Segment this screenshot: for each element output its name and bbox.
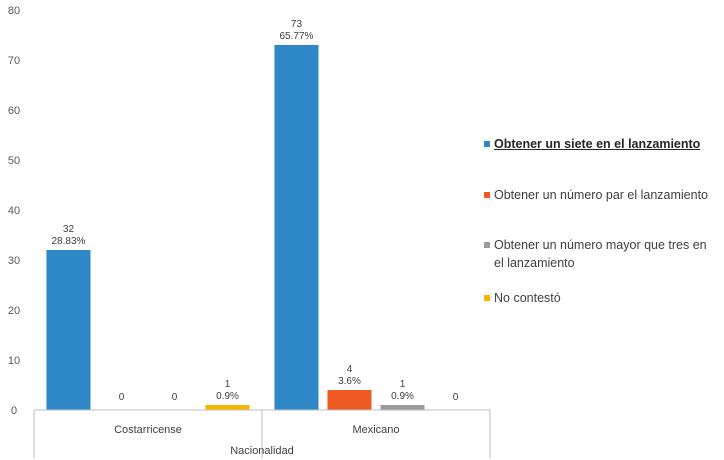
data-label: 1 xyxy=(225,379,231,390)
y-tick-label: 70 xyxy=(8,55,20,67)
legend-swatch xyxy=(484,242,490,248)
bar xyxy=(46,250,91,410)
legend-swatch xyxy=(484,141,490,147)
legend-swatch xyxy=(484,192,490,198)
data-label: 73 xyxy=(291,19,303,30)
y-tick-label: 60 xyxy=(8,105,20,117)
y-tick-label: 0 xyxy=(11,405,17,417)
y-tick-label: 10 xyxy=(8,355,20,367)
y-tick-label: 40 xyxy=(8,205,20,217)
data-label: 0 xyxy=(453,392,459,403)
legend-item-mayor-tres[interactable]: Obtener un número mayor que tres en el l… xyxy=(484,236,719,272)
bars-group xyxy=(46,45,425,410)
category-label: Mexicano xyxy=(352,424,399,436)
y-tick-label: 50 xyxy=(8,155,20,167)
y-tick-label: 80 xyxy=(8,5,20,17)
data-label: 0 xyxy=(119,392,125,403)
y-tick-label: 30 xyxy=(8,255,20,267)
legend-item-no-contesto[interactable]: No contestó xyxy=(484,289,719,307)
bar xyxy=(380,405,425,410)
legend-swatch xyxy=(484,295,490,301)
bar xyxy=(205,405,250,410)
data-label: 1 xyxy=(400,379,406,390)
legend-label: Obtener un siete en el lanzamiento xyxy=(494,137,701,151)
y-tick-label: 20 xyxy=(8,305,20,317)
x-axis: Costarricense Mexicano Nacionalidad xyxy=(33,409,491,458)
data-label: 0.9% xyxy=(391,391,414,402)
data-label: 32 xyxy=(63,224,75,235)
legend-label: Obtener un número mayor que tres en el l… xyxy=(494,238,707,270)
data-label: 28.83% xyxy=(52,236,86,247)
category-label: Costarricense xyxy=(114,424,182,436)
x-axis-title: Nacionalidad xyxy=(230,445,294,457)
bar xyxy=(274,45,319,410)
data-label: 3.6% xyxy=(338,376,361,387)
legend-item-siete[interactable]: Obtener un siete en el lanzamiento xyxy=(484,135,719,153)
data-label: 0.9% xyxy=(216,391,239,402)
legend-label: No contestó xyxy=(494,291,561,305)
data-label: 4 xyxy=(347,364,353,375)
legend-label: Obtener un número par el lanzamiento xyxy=(494,188,709,202)
legend-item-par[interactable]: Obtener un número par el lanzamiento xyxy=(484,186,719,204)
data-label: 65.77% xyxy=(280,31,314,42)
bar xyxy=(327,390,372,410)
y-axis: 0 10 20 30 40 50 60 70 80 xyxy=(8,5,20,417)
data-label: 0 xyxy=(172,392,178,403)
